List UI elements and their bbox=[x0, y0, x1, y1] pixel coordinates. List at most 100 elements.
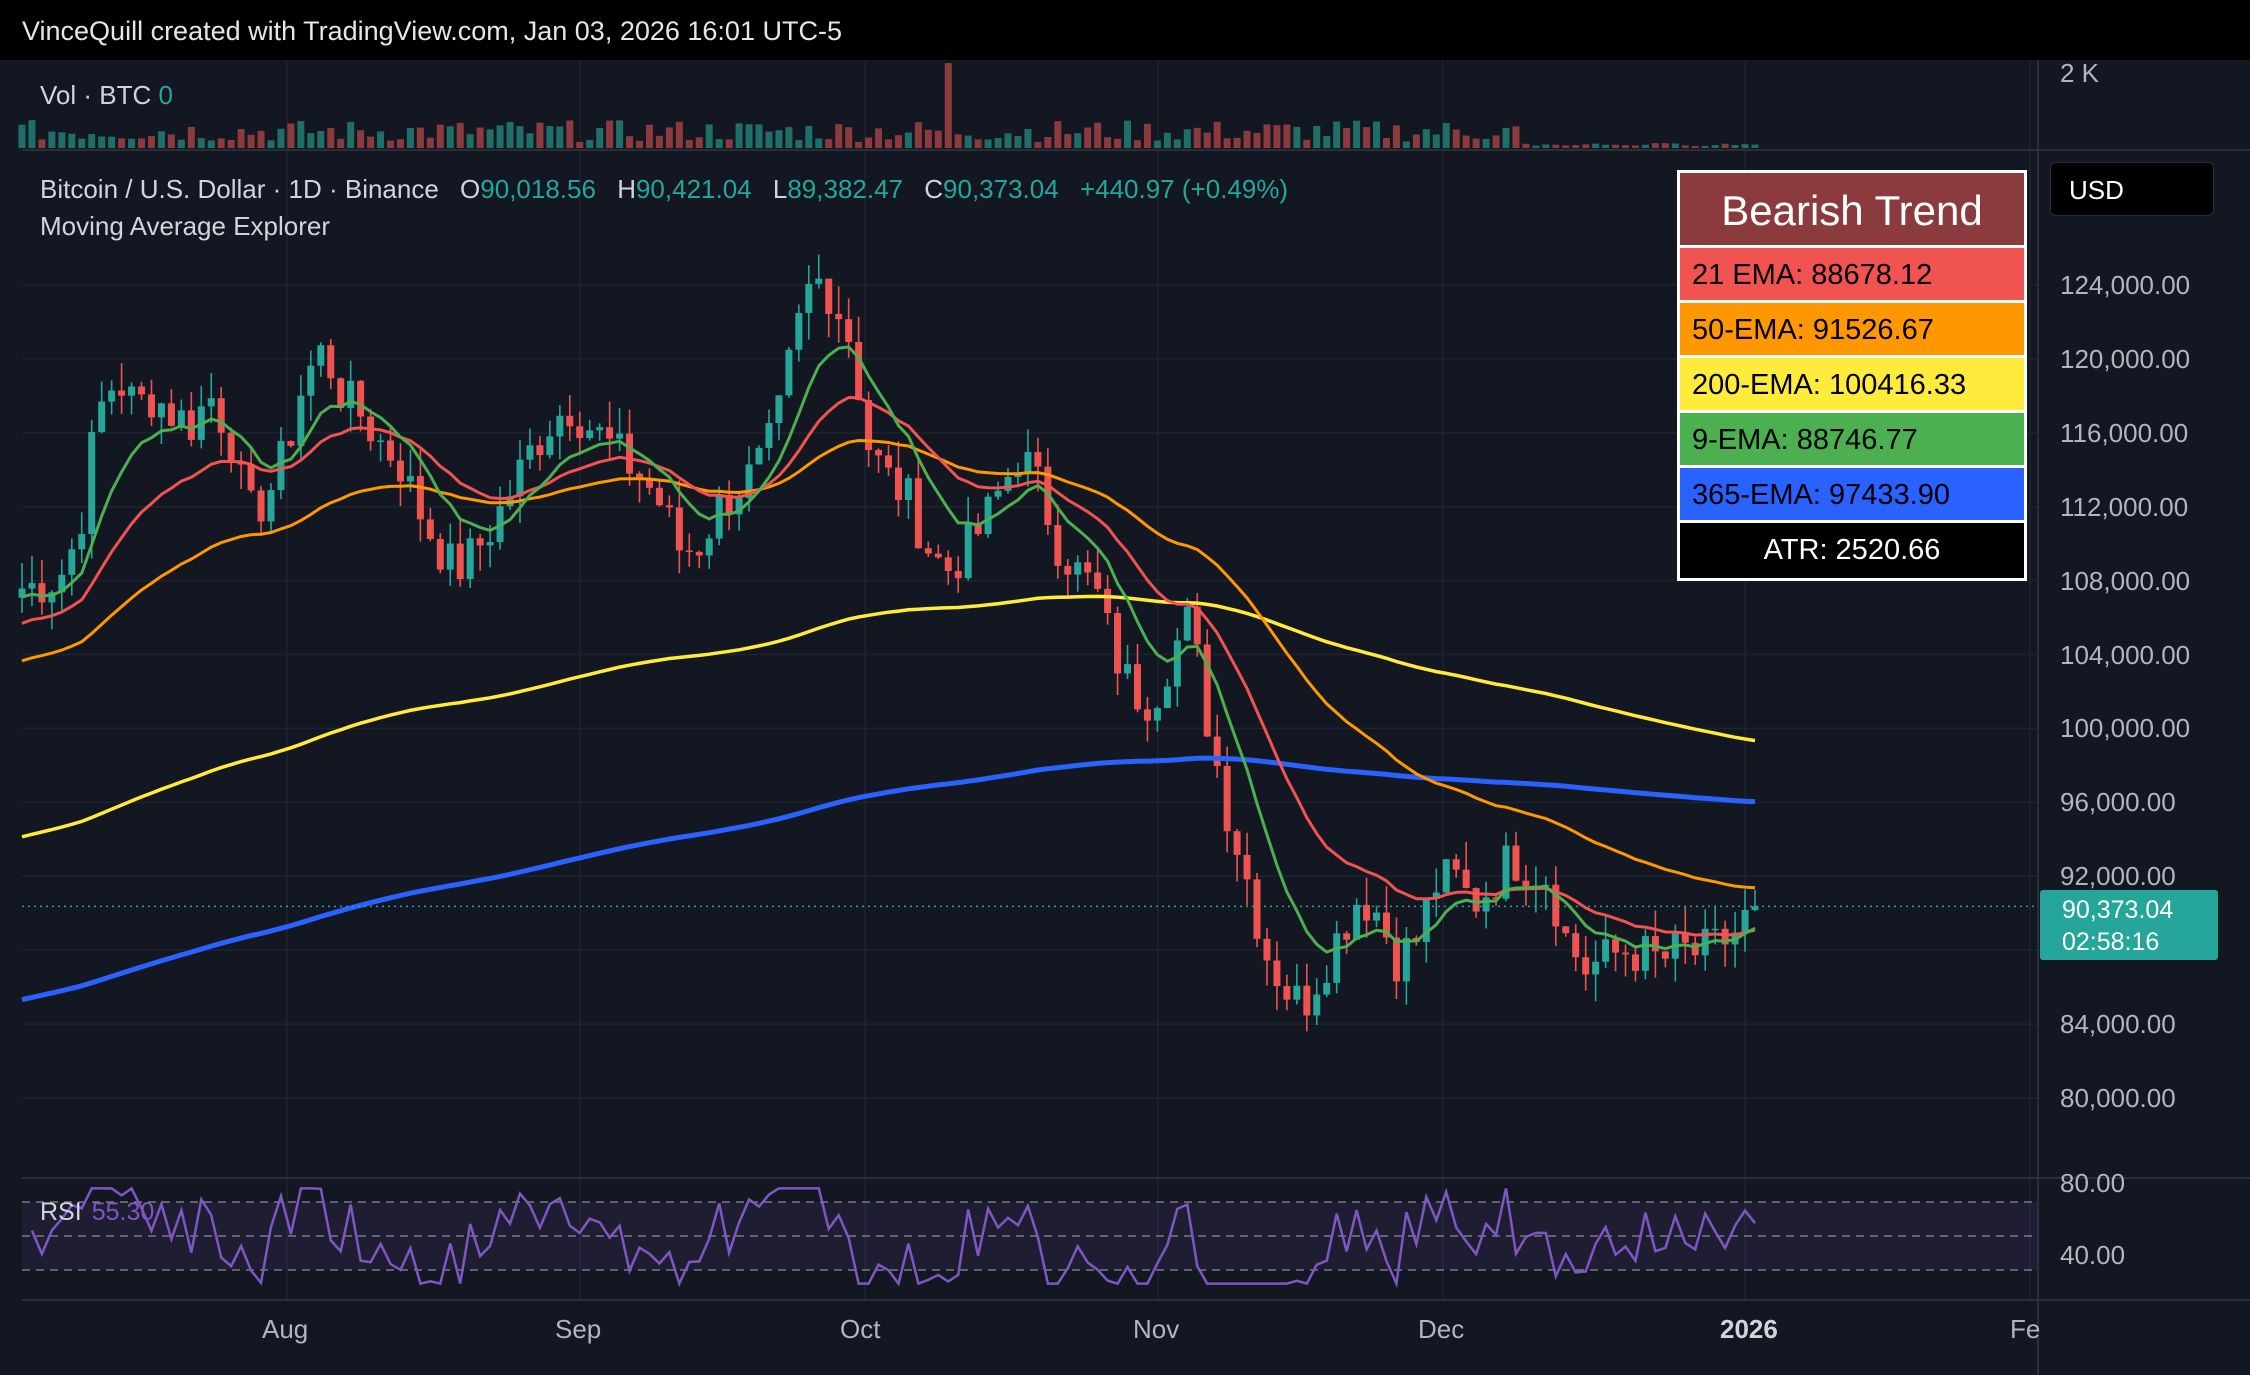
volume-bar bbox=[1592, 143, 1600, 148]
candle-body bbox=[1602, 939, 1610, 962]
price-axis-label: 116,000.00 bbox=[2060, 417, 2189, 448]
volume-bar bbox=[237, 129, 245, 148]
candle-body bbox=[1054, 525, 1062, 566]
candle-body bbox=[1253, 879, 1261, 939]
volume-bar bbox=[327, 128, 335, 148]
candle-body bbox=[606, 427, 614, 439]
candle-body bbox=[377, 440, 385, 442]
volume-bar bbox=[1024, 128, 1032, 148]
volume-bar bbox=[317, 130, 325, 148]
volume-bar bbox=[118, 138, 126, 148]
rsi-legend[interactable]: RSI 55.30 bbox=[40, 1198, 155, 1226]
volume-bar bbox=[367, 136, 375, 148]
volume-bar bbox=[1233, 137, 1241, 148]
candle-body bbox=[1193, 606, 1201, 645]
volume-bar bbox=[735, 123, 743, 148]
volume-bar bbox=[885, 139, 892, 148]
volume-bar bbox=[1422, 129, 1430, 148]
candle-body bbox=[526, 445, 534, 460]
trend-table: Bearish Trend 21 EMA: 88678.12 50-EMA: 9… bbox=[1677, 170, 2027, 581]
ema21-line bbox=[21, 395, 1756, 937]
candle-body bbox=[207, 398, 215, 407]
open-value: 90,018.56 bbox=[480, 174, 596, 204]
volume-bar bbox=[396, 139, 404, 148]
candle-body bbox=[536, 445, 544, 456]
candle-body bbox=[924, 548, 932, 554]
volume-bar bbox=[138, 138, 146, 148]
candle-body bbox=[894, 467, 902, 500]
currency-button[interactable]: USD bbox=[2050, 162, 2214, 216]
volume-bar bbox=[1512, 126, 1520, 148]
volume-bar bbox=[1502, 127, 1510, 148]
candle-body bbox=[1392, 937, 1400, 982]
volume-bar bbox=[357, 130, 365, 148]
volume-bar bbox=[78, 138, 86, 148]
volume-bar bbox=[1602, 144, 1610, 148]
time-axis-label: Nov bbox=[1133, 1314, 1180, 1344]
candle-body bbox=[1024, 452, 1032, 474]
volume-bar bbox=[536, 122, 544, 148]
volume-bar bbox=[58, 132, 66, 148]
candle-body bbox=[705, 538, 713, 556]
candle-body bbox=[1153, 708, 1161, 721]
candle-body bbox=[745, 464, 753, 499]
time-axis-label: Fe bbox=[2010, 1314, 2041, 1344]
volume-bar bbox=[974, 139, 982, 148]
price-axis-label: 120,000.00 bbox=[2060, 343, 2191, 374]
candle-body bbox=[38, 583, 46, 603]
volume-bar bbox=[865, 137, 873, 148]
volume-bar bbox=[1492, 135, 1500, 148]
volume-bar bbox=[576, 141, 584, 148]
volume-bar bbox=[387, 140, 395, 148]
volume-bar bbox=[556, 126, 564, 148]
candle-body bbox=[636, 473, 644, 478]
volume-bar bbox=[1343, 127, 1351, 148]
volume-bar bbox=[257, 130, 265, 148]
candle-body bbox=[775, 395, 783, 424]
candle-body bbox=[1502, 845, 1510, 899]
volume-bar bbox=[167, 134, 175, 148]
time-axis-label: Aug bbox=[262, 1314, 309, 1344]
volume-bar bbox=[1751, 144, 1759, 148]
volume-bar bbox=[1612, 144, 1620, 148]
trend-row-atr: ATR: 2520.66 bbox=[1680, 523, 2024, 578]
volume-bar bbox=[1482, 138, 1490, 148]
volume-bar bbox=[1382, 137, 1390, 148]
volume-bar bbox=[1442, 123, 1450, 148]
candle-body bbox=[825, 278, 833, 314]
volume-bar bbox=[586, 139, 594, 148]
time-axis-label: Sep bbox=[555, 1314, 602, 1344]
candle-body bbox=[1273, 960, 1281, 987]
candle-body bbox=[1432, 892, 1440, 899]
volume-bar bbox=[377, 131, 385, 148]
candle-body bbox=[68, 549, 76, 575]
volume-bar bbox=[596, 127, 604, 148]
volume-bar bbox=[994, 138, 1002, 148]
candle-body bbox=[1741, 910, 1749, 933]
candle-body bbox=[765, 423, 773, 448]
candle-body bbox=[576, 426, 584, 439]
volume-bar bbox=[1363, 127, 1371, 148]
candle-body bbox=[1074, 562, 1082, 575]
candle-body bbox=[914, 478, 922, 549]
candle-body bbox=[88, 432, 96, 534]
candle-body bbox=[865, 399, 873, 451]
volume-bar bbox=[1552, 144, 1560, 148]
price-axis-label: 104,000.00 bbox=[2060, 639, 2191, 670]
symbol-legend[interactable]: Bitcoin / U.S. Dollar · 1D · Binance O90… bbox=[40, 174, 1289, 204]
candle-body bbox=[237, 463, 245, 465]
candle-body bbox=[1183, 606, 1191, 641]
candle-body bbox=[1143, 709, 1151, 721]
volume-bar bbox=[1213, 121, 1221, 148]
indicator-name[interactable]: Moving Average Explorer bbox=[40, 211, 331, 241]
volume-bar bbox=[347, 121, 355, 148]
volume-bar bbox=[1054, 121, 1062, 148]
candle-body bbox=[1213, 736, 1221, 767]
candle-body bbox=[177, 410, 185, 426]
candle-body bbox=[1343, 933, 1351, 940]
candle-body bbox=[1163, 686, 1171, 709]
candlesticks[interactable] bbox=[18, 254, 1759, 1032]
volume-bar bbox=[1104, 137, 1112, 148]
close-value: 90,373.04 bbox=[943, 174, 1059, 204]
